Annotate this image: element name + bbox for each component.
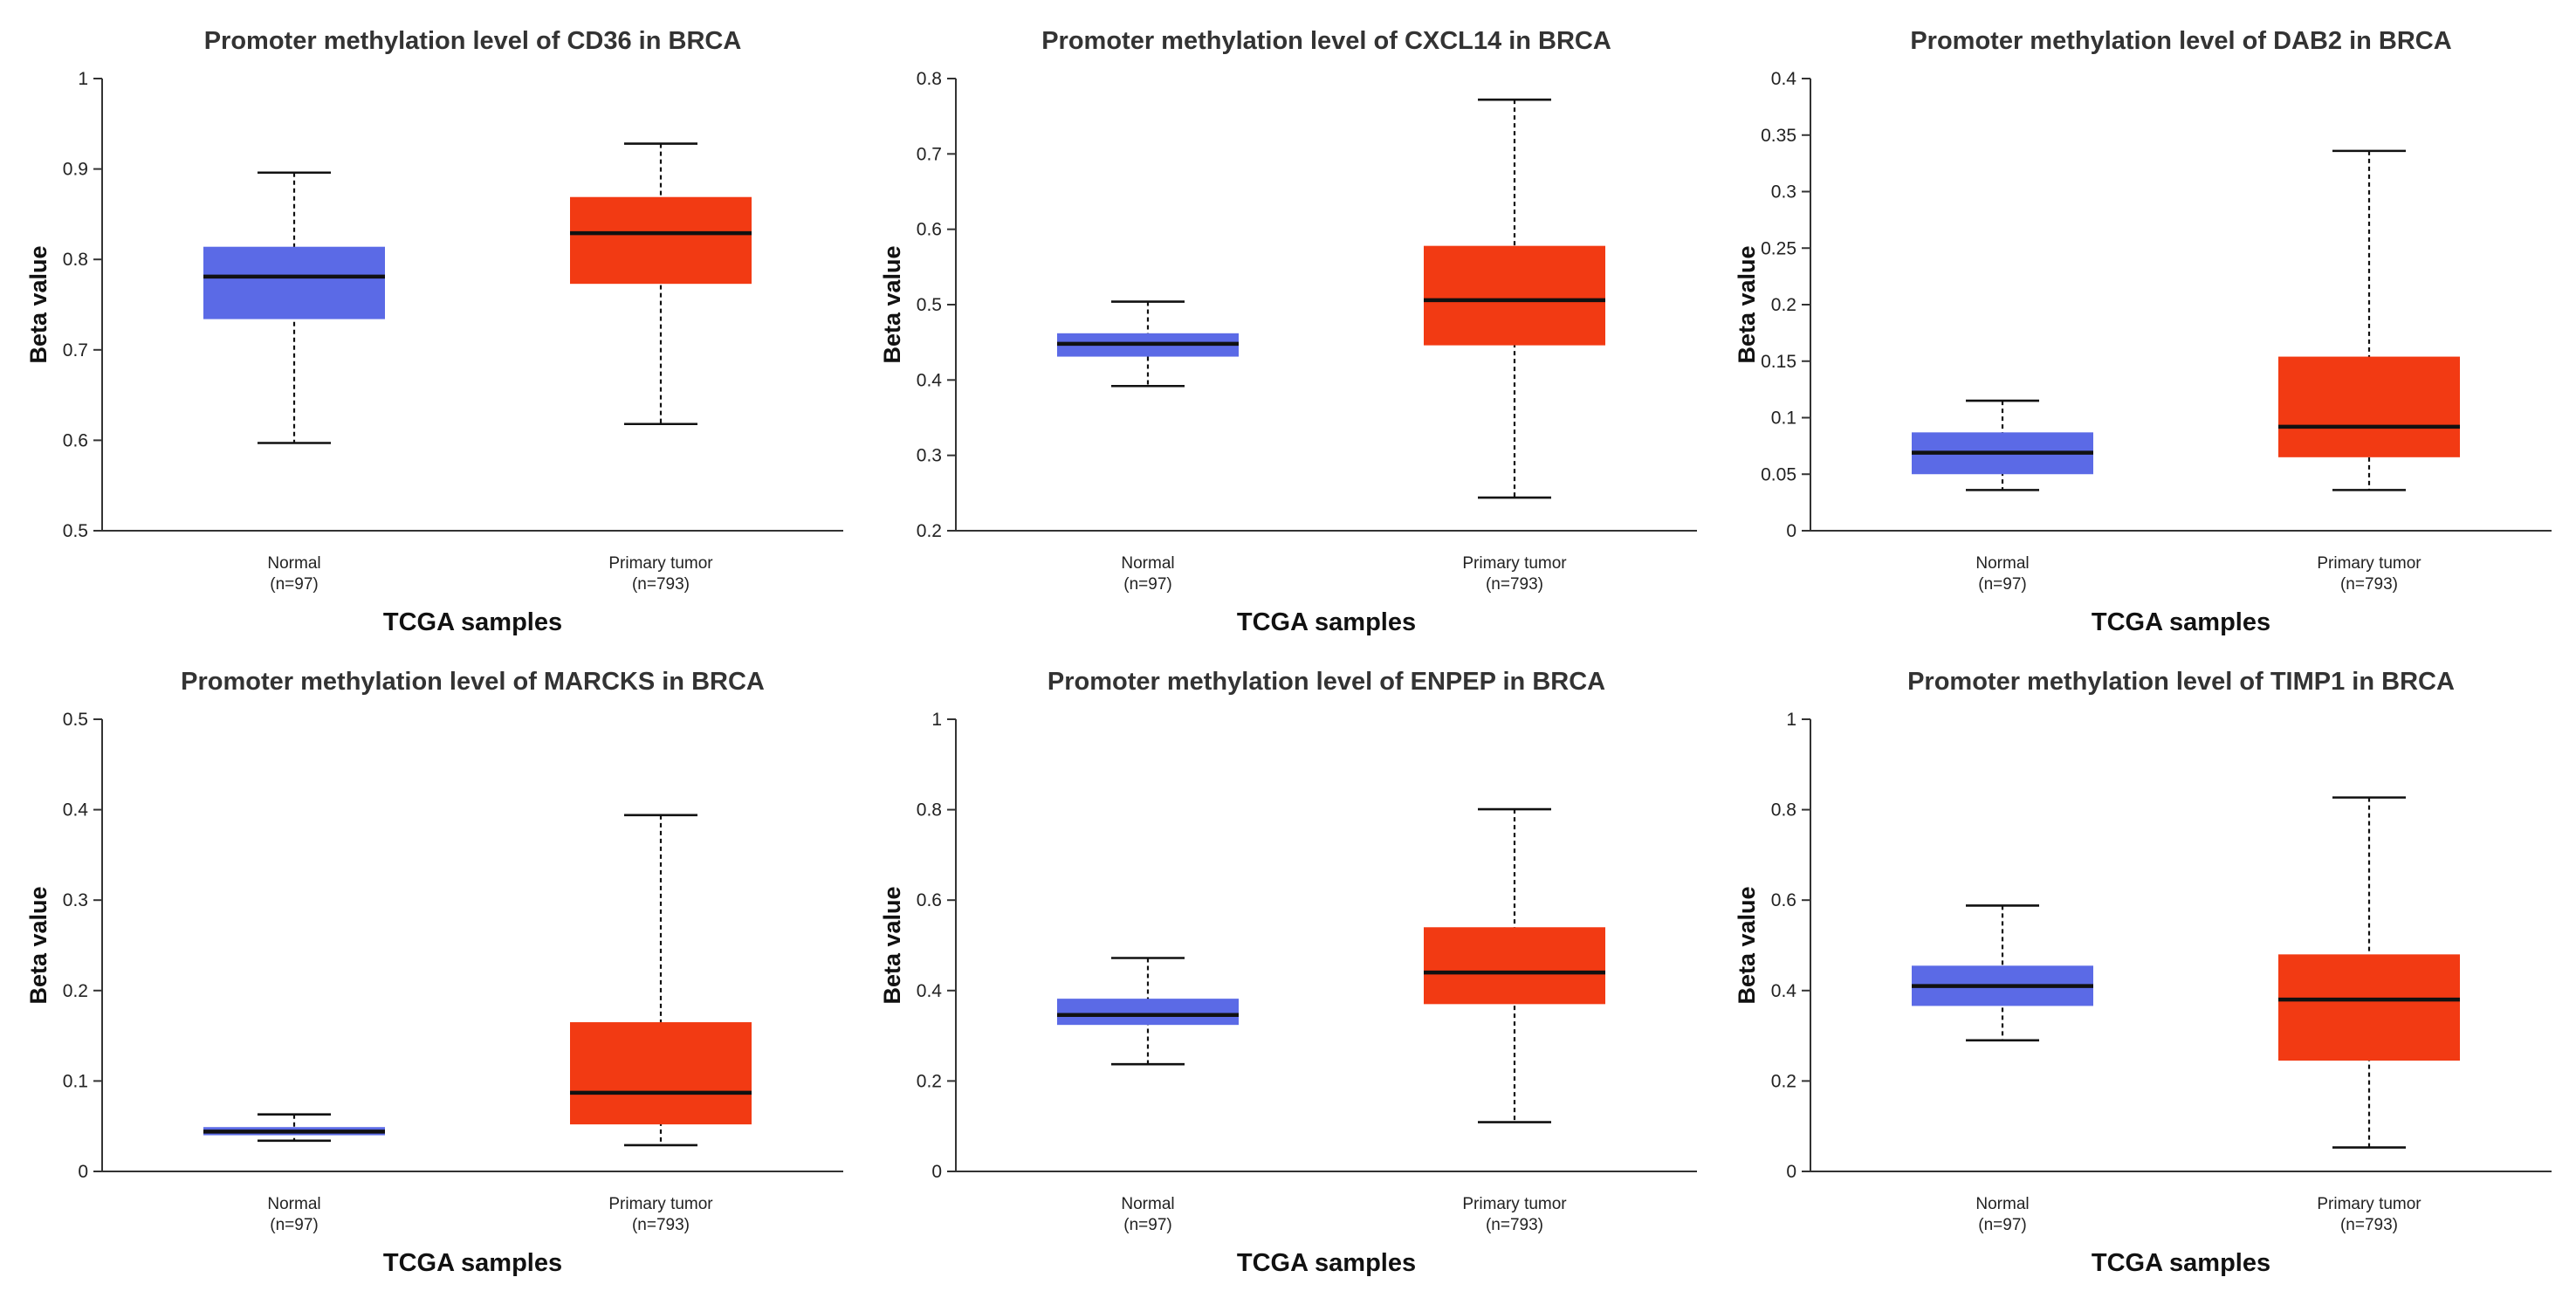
iqr-box [203, 246, 385, 319]
y-tick-label: 0.6 [917, 220, 942, 240]
category-count-label: (n=97) [270, 575, 318, 594]
chart-title: Promoter methylation level of ENPEP in B… [1048, 668, 1605, 696]
chart-panel: Promoter methylation level of ENPEP in B… [879, 668, 1697, 1277]
y-tick-label: 0.7 [63, 340, 88, 361]
y-tick-label: 0.8 [63, 250, 88, 270]
y-tick-label: 0.6 [63, 430, 88, 450]
category-count-label: (n=793) [2340, 1216, 2398, 1234]
y-axis-title: Beta value [1734, 245, 1760, 363]
category-label: Normal [267, 554, 320, 573]
y-tick-label: 1 [78, 69, 88, 89]
y-tick-label: 0.8 [1771, 800, 1796, 821]
y-tick-label: 1 [1786, 710, 1796, 730]
y-tick-label: 0.5 [63, 521, 88, 541]
iqr-box [1057, 999, 1239, 1026]
y-tick-label: 0 [931, 1162, 942, 1182]
category-label: Normal [1121, 1195, 1174, 1213]
y-tick-label: 0.4 [1771, 69, 1797, 89]
x-axis-title: TCGA samples [2092, 1249, 2270, 1277]
y-tick-label: 0.3 [1771, 182, 1796, 203]
y-tick-label: 0.15 [1761, 352, 1796, 372]
category-label: Primary tumor [1462, 554, 1567, 573]
y-tick-label: 0.1 [1771, 409, 1796, 429]
y-tick-label: 0.9 [63, 160, 88, 180]
chart-title: Promoter methylation level of CXCL14 in … [1041, 27, 1611, 55]
iqr-box [1424, 927, 1605, 1005]
iqr-box [570, 1022, 752, 1125]
y-axis-title: Beta value [25, 245, 52, 363]
chart-panel: Promoter methylation level of TIMP1 in B… [1734, 668, 2552, 1277]
iqr-box [2278, 954, 2460, 1061]
chart-panel: Promoter methylation level of CD36 in BR… [25, 27, 843, 636]
category-label: Primary tumor [2317, 554, 2421, 573]
y-tick-label: 0.4 [917, 370, 943, 390]
y-tick-label: 0.5 [917, 295, 942, 315]
category-label: Primary tumor [608, 554, 713, 573]
y-tick-label: 0.7 [917, 144, 942, 164]
y-tick-label: 0.2 [917, 1071, 942, 1091]
category-count-label: (n=793) [632, 575, 690, 594]
y-tick-label: 0 [1786, 521, 1796, 541]
chart-title: Promoter methylation level of MARCKS in … [181, 668, 765, 696]
category-label: Primary tumor [608, 1195, 713, 1213]
category-count-label: (n=97) [1978, 575, 2026, 594]
y-tick-label: 0.4 [1771, 981, 1797, 1001]
y-tick-label: 0.8 [917, 800, 942, 821]
chart-panel: Promoter methylation level of DAB2 in BR… [1734, 27, 2552, 636]
y-tick-label: 1 [931, 710, 942, 730]
y-tick-label: 0 [78, 1162, 88, 1182]
chart-title: Promoter methylation level of DAB2 in BR… [1910, 27, 2451, 55]
category-label: Primary tumor [2317, 1195, 2421, 1213]
iqr-box [570, 196, 752, 285]
y-axis-title: Beta value [25, 886, 52, 1004]
y-axis-title: Beta value [879, 886, 905, 1004]
y-tick-label: 0.25 [1761, 238, 1796, 258]
chart-panel: Promoter methylation level of CXCL14 in … [879, 27, 1697, 636]
y-tick-label: 0.35 [1761, 126, 1796, 146]
category-count-label: (n=97) [1123, 575, 1171, 594]
y-axis-title: Beta value [879, 245, 905, 363]
y-tick-label: 0.05 [1761, 464, 1796, 484]
category-label: Normal [1121, 554, 1174, 573]
y-tick-label: 0.2 [917, 521, 942, 541]
y-tick-label: 0.3 [63, 890, 88, 910]
y-tick-label: 0.2 [63, 981, 88, 1001]
chart-title: Promoter methylation level of TIMP1 in B… [1907, 668, 2455, 696]
iqr-box [2278, 356, 2460, 457]
y-tick-label: 0.6 [917, 890, 942, 910]
category-count-label: (n=97) [270, 1216, 318, 1234]
category-label: Normal [1975, 1195, 2029, 1213]
x-axis-title: TCGA samples [1237, 608, 1416, 636]
y-axis-title: Beta value [1734, 886, 1760, 1004]
x-axis-title: TCGA samples [2092, 608, 2270, 636]
y-tick-label: 0.4 [63, 800, 89, 821]
category-label: Primary tumor [1462, 1195, 1567, 1213]
x-axis-title: TCGA samples [383, 1249, 562, 1277]
category-label: Normal [1975, 554, 2029, 573]
category-count-label: (n=97) [1123, 1216, 1171, 1234]
x-axis-title: TCGA samples [383, 608, 562, 636]
y-tick-label: 0.2 [1771, 295, 1796, 315]
category-count-label: (n=793) [1486, 575, 1543, 594]
iqr-box [1424, 245, 1605, 346]
chart-panel: Promoter methylation level of MARCKS in … [25, 668, 843, 1277]
y-tick-label: 0.2 [1771, 1071, 1796, 1091]
y-tick-label: 0.6 [1771, 890, 1796, 910]
y-tick-label: 0.4 [917, 981, 943, 1001]
category-count-label: (n=97) [1978, 1216, 2026, 1234]
y-tick-label: 0.3 [917, 446, 942, 466]
y-tick-label: 0.1 [63, 1071, 88, 1091]
category-label: Normal [267, 1195, 320, 1213]
y-tick-label: 0 [1786, 1162, 1796, 1182]
y-tick-label: 0.8 [917, 69, 942, 89]
y-tick-label: 0.5 [63, 710, 88, 730]
chart-title: Promoter methylation level of CD36 in BR… [204, 27, 742, 55]
category-count-label: (n=793) [2340, 575, 2398, 594]
category-count-label: (n=793) [1486, 1216, 1543, 1234]
x-axis-title: TCGA samples [1237, 1249, 1416, 1277]
category-count-label: (n=793) [632, 1216, 690, 1234]
